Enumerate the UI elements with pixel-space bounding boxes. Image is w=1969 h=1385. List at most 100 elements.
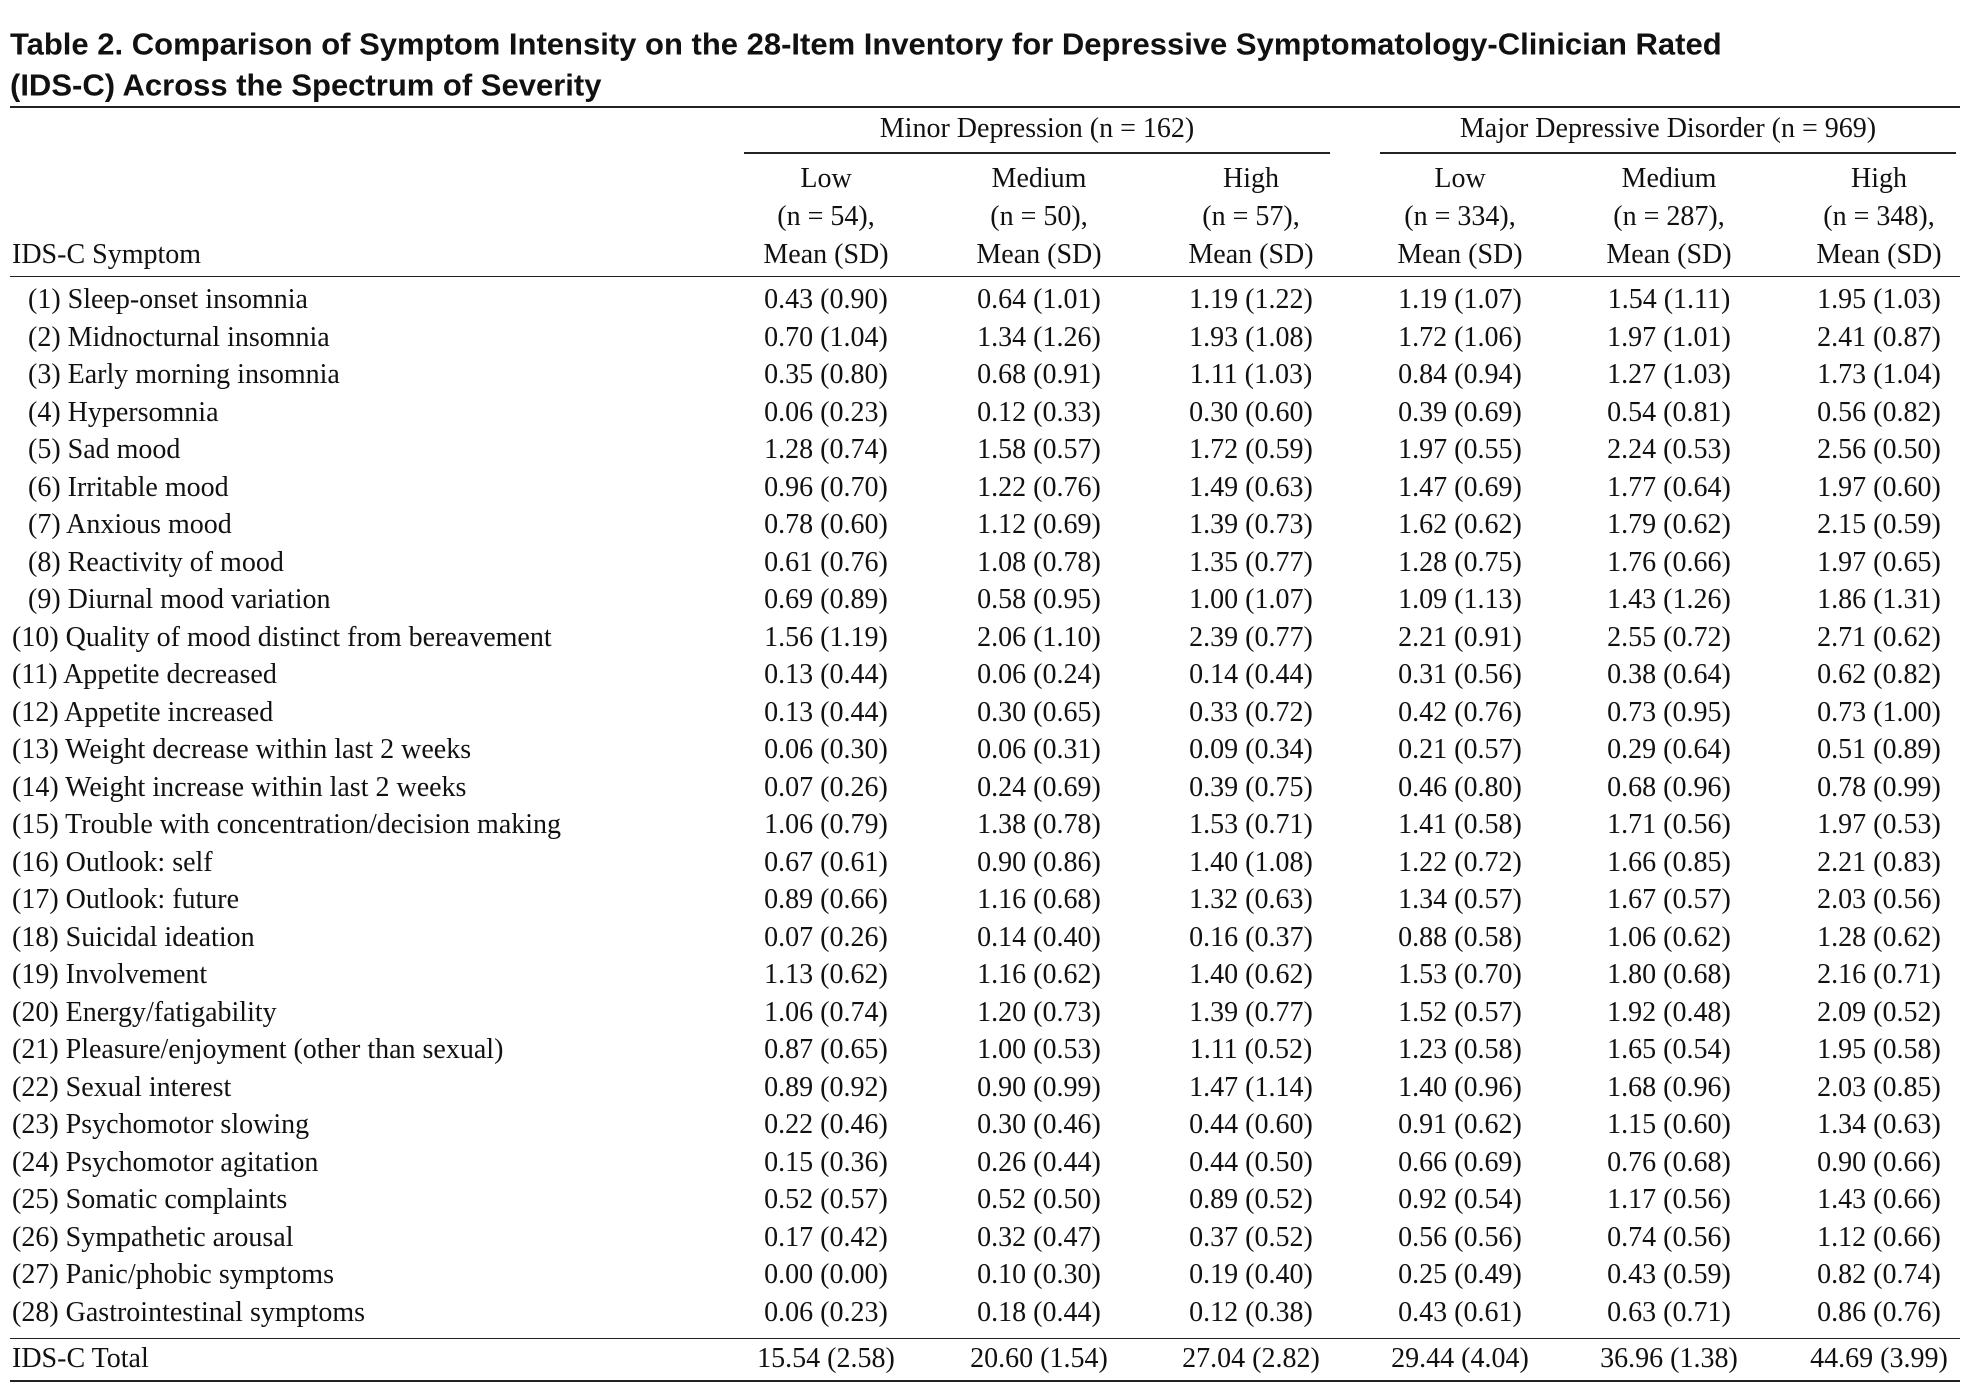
cell-value: 2.15 (0.59) — [1817, 509, 1941, 540]
cell-value: 29.44 (4.04) — [1391, 1343, 1529, 1374]
cell-value: 0.68 (0.96) — [1607, 771, 1731, 803]
cell-value: 2.16 (0.71) — [1817, 959, 1941, 990]
cell-value: 0.21 (0.57) — [1398, 734, 1522, 765]
cell-value: 1.67 (0.57) — [1607, 884, 1731, 915]
symptom-label: (8) Reactivity of mood — [28, 546, 284, 578]
cell-value: 1.28 (0.62) — [1817, 921, 1941, 953]
cell-value: 0.52 (0.50) — [977, 1184, 1101, 1215]
header-rule — [10, 276, 1960, 277]
cell-value: 0.43 (0.61) — [1398, 1296, 1522, 1328]
symptom-label: (18) Suicidal ideation — [12, 921, 255, 953]
cell-value: 1.93 (1.08) — [1189, 321, 1313, 353]
cell-value: 0.06 (0.23) — [764, 396, 888, 428]
cell-value: 0.35 (0.80) — [764, 359, 888, 390]
cell-value: 0.26 (0.44) — [977, 1146, 1101, 1178]
column-header: (n = 54), — [777, 201, 875, 232]
column-header: High — [1223, 163, 1279, 194]
cell-value: 1.08 (0.78) — [977, 546, 1101, 578]
cell-value: 0.84 (0.94) — [1398, 359, 1522, 390]
cell-value: 1.58 (0.57) — [977, 434, 1101, 465]
cell-value: 0.37 (0.52) — [1189, 1221, 1313, 1253]
group-header: Minor Depression (n = 162) — [879, 113, 1195, 144]
cell-value: 1.39 (0.77) — [1189, 996, 1313, 1028]
column-header: (n = 334), — [1404, 201, 1516, 232]
symptom-label: (26) Sympathetic arousal — [12, 1221, 294, 1253]
cell-value: 1.97 (0.53) — [1817, 809, 1941, 840]
symptom-label: (7) Anxious mood — [28, 509, 232, 540]
symptom-label: (15) Trouble with concentration/decision… — [12, 809, 562, 840]
cell-value: 1.27 (1.03) — [1607, 359, 1731, 390]
cell-value: 1.68 (0.96) — [1607, 1071, 1731, 1103]
cell-value: 1.72 (0.59) — [1189, 434, 1313, 465]
top-rule — [10, 106, 1960, 108]
cell-value: 1.15 (0.60) — [1607, 1109, 1731, 1140]
symptom-label: (4) Hypersomnia — [28, 396, 219, 428]
symptom-label: (20) Energy/fatigability — [12, 996, 277, 1028]
cell-value: 0.00 (0.00) — [764, 1259, 888, 1290]
cell-value: 0.43 (0.90) — [764, 284, 888, 315]
cell-value: 0.89 (0.92) — [764, 1071, 888, 1103]
cell-value: 2.71 (0.62) — [1817, 621, 1941, 653]
cell-value: 1.97 (0.60) — [1817, 471, 1941, 503]
cell-value: 0.39 (0.75) — [1189, 771, 1313, 803]
cell-value: 0.06 (0.30) — [764, 734, 888, 765]
cell-value: 0.56 (0.56) — [1398, 1221, 1522, 1253]
cell-value: 1.49 (0.63) — [1189, 471, 1313, 503]
cell-value: 1.06 (0.74) — [764, 996, 888, 1028]
cell-value: 1.38 (0.78) — [977, 809, 1101, 840]
cell-value: 2.56 (0.50) — [1817, 434, 1941, 465]
column-header: Mean (SD) — [763, 239, 889, 270]
cell-value: 1.40 (0.96) — [1398, 1071, 1522, 1103]
table-title: Table 2. Comparison of Symptom Intensity… — [10, 26, 1722, 62]
cell-value: 1.19 (1.07) — [1398, 284, 1522, 315]
table-title: (IDS-C) Across the Spectrum of Severity — [10, 67, 602, 103]
cell-value: 0.64 (1.01) — [977, 284, 1101, 315]
column-header: (n = 348), — [1823, 201, 1935, 232]
cell-value: 0.18 (0.44) — [977, 1296, 1101, 1328]
symptom-label: (13) Weight decrease within last 2 weeks — [12, 734, 472, 765]
cell-value: 1.41 (0.58) — [1398, 809, 1522, 840]
cell-value: 1.16 (0.62) — [977, 959, 1101, 990]
cell-value: 0.39 (0.69) — [1398, 396, 1522, 428]
cell-value: 0.43 (0.59) — [1607, 1259, 1731, 1290]
symptom-label: (16) Outlook: self — [12, 846, 213, 878]
cell-value: 0.74 (0.56) — [1607, 1221, 1731, 1253]
symptom-label: (9) Diurnal mood variation — [28, 584, 331, 615]
cell-value: 1.62 (0.62) — [1398, 509, 1522, 540]
cell-value: 1.20 (0.73) — [977, 996, 1101, 1028]
column-header: (n = 287), — [1613, 201, 1725, 232]
cell-value: 0.29 (0.64) — [1607, 734, 1731, 765]
column-header: Mean (SD) — [1397, 239, 1523, 270]
cell-value: 1.34 (0.63) — [1817, 1109, 1941, 1140]
cell-value: 0.76 (0.68) — [1607, 1146, 1731, 1178]
cell-value: 0.12 (0.38) — [1189, 1296, 1313, 1328]
cell-value: 1.16 (0.68) — [977, 884, 1101, 915]
cell-value: 0.15 (0.36) — [764, 1146, 888, 1178]
cell-value: 1.79 (0.62) — [1607, 509, 1731, 540]
cell-value: 1.97 (0.55) — [1398, 434, 1522, 465]
cell-value: 0.73 (1.00) — [1817, 696, 1941, 728]
column-header: Low — [800, 163, 852, 194]
total-rule — [10, 1338, 1960, 1339]
cell-value: 0.32 (0.47) — [977, 1221, 1101, 1253]
cell-value: 0.09 (0.34) — [1189, 734, 1313, 765]
cell-value: 0.58 (0.95) — [977, 584, 1101, 615]
cell-value: 1.22 (0.76) — [977, 471, 1101, 503]
cell-value: 1.54 (1.11) — [1607, 284, 1731, 315]
symptom-label: (24) Psychomotor agitation — [12, 1146, 319, 1178]
cell-value: 2.21 (0.91) — [1398, 621, 1522, 653]
cell-value: 1.19 (1.22) — [1189, 284, 1313, 315]
symptom-label: (19) Involvement — [12, 959, 208, 990]
cell-value: 1.92 (0.48) — [1607, 996, 1731, 1028]
cell-value: 0.54 (0.81) — [1607, 396, 1731, 428]
cell-value: 0.89 (0.52) — [1189, 1184, 1313, 1215]
cell-value: 0.30 (0.65) — [977, 696, 1101, 728]
symptom-label: (11) Appetite decreased — [12, 659, 277, 690]
cell-value: 1.32 (0.63) — [1189, 884, 1313, 915]
cell-value: 1.72 (1.06) — [1398, 321, 1522, 353]
cell-value: 1.12 (0.69) — [977, 509, 1101, 540]
cell-value: 1.34 (0.57) — [1398, 884, 1522, 915]
cell-value: 0.90 (0.86) — [977, 846, 1101, 878]
row-header: IDS-C Symptom — [12, 239, 202, 270]
cell-value: 15.54 (2.58) — [757, 1343, 895, 1374]
